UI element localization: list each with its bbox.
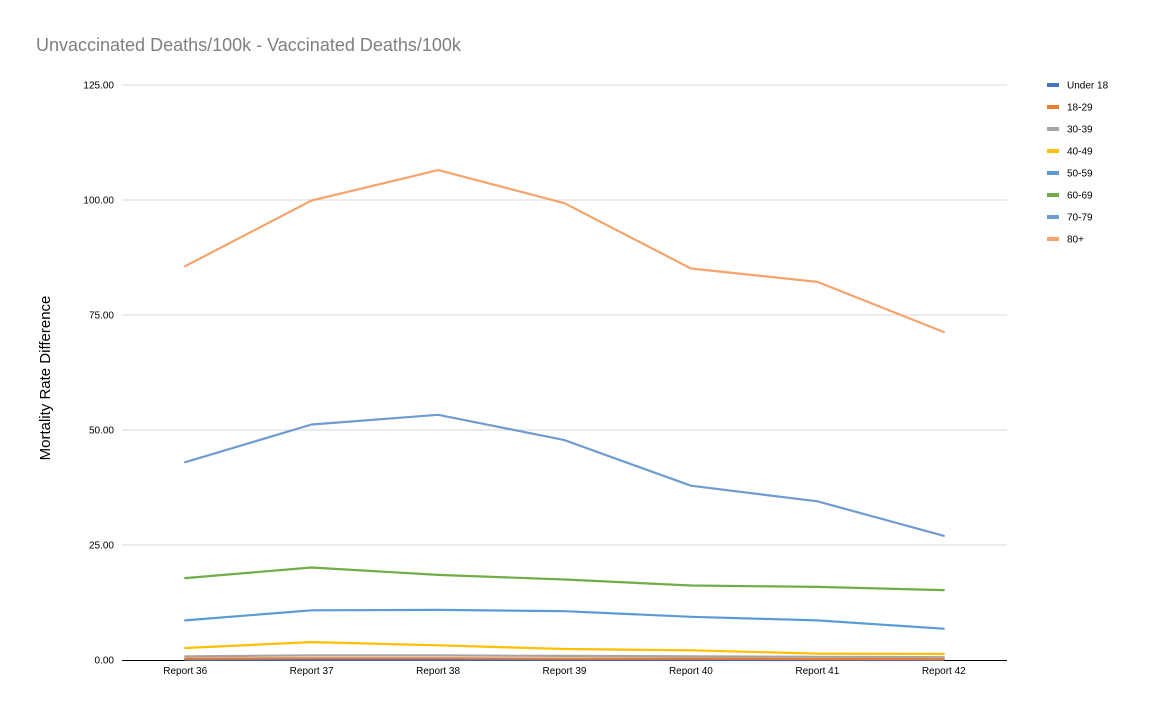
y-tick-label: 25.00: [89, 541, 114, 552]
y-axis-ticks: 0.00 25.00 50.00 75.00 100.00 125.00: [83, 81, 114, 667]
legend-label: 50-59: [1067, 169, 1093, 180]
series-lines: [184, 169, 945, 661]
x-tick-label: Report 40: [669, 666, 713, 677]
y-tick-label: 75.00: [89, 311, 114, 322]
legend-swatch: [1047, 105, 1059, 109]
legend-label: 80+: [1067, 235, 1084, 246]
x-tick-label: Report 42: [922, 666, 966, 677]
series-line: [184, 654, 945, 659]
gridlines: [122, 84, 1007, 546]
x-tick-label: Report 39: [543, 666, 587, 677]
x-tick-label: Report 36: [163, 666, 207, 677]
y-axis-label: Mortality Rate Difference: [37, 296, 54, 461]
series-line: [184, 640, 945, 656]
y-tick-label: 0.00: [95, 656, 115, 667]
legend-swatch: [1047, 171, 1059, 175]
y-tick-label: 50.00: [89, 426, 114, 437]
legend-swatch: [1047, 215, 1059, 219]
y-tick-label: 125.00: [83, 81, 114, 92]
legend-label: Under 18: [1067, 81, 1109, 92]
legend-label: 70-79: [1067, 213, 1093, 224]
legend-swatch: [1047, 149, 1059, 153]
series-line: [184, 657, 945, 661]
legend-swatch: [1047, 83, 1059, 87]
legend-label: 18-29: [1067, 103, 1093, 114]
chart-title: Unvaccinated Deaths/100k - Vaccinated De…: [36, 35, 462, 55]
legend: Under 18 18-29 30-39 40-49 50-59 60-69 70-79 80…: [1047, 81, 1109, 246]
x-axis-ticks: Report 36 Report 37 Report 38 Report 39 Repo…: [163, 666, 966, 677]
series-line: [184, 169, 945, 334]
series-line: [184, 566, 945, 592]
x-tick-label: Report 38: [416, 666, 460, 677]
legend-label: 40-49: [1067, 147, 1093, 158]
y-tick-label: 100.00: [83, 196, 114, 207]
legend-swatch: [1047, 237, 1059, 241]
x-tick-label: Report 41: [795, 666, 839, 677]
legend-label: 60-69: [1067, 191, 1093, 202]
x-tick-label: Report 37: [290, 666, 334, 677]
series-line: [184, 413, 945, 537]
legend-label: 30-39: [1067, 125, 1093, 136]
legend-swatch: [1047, 193, 1059, 197]
series-line: [184, 608, 945, 630]
legend-swatch: [1047, 127, 1059, 131]
